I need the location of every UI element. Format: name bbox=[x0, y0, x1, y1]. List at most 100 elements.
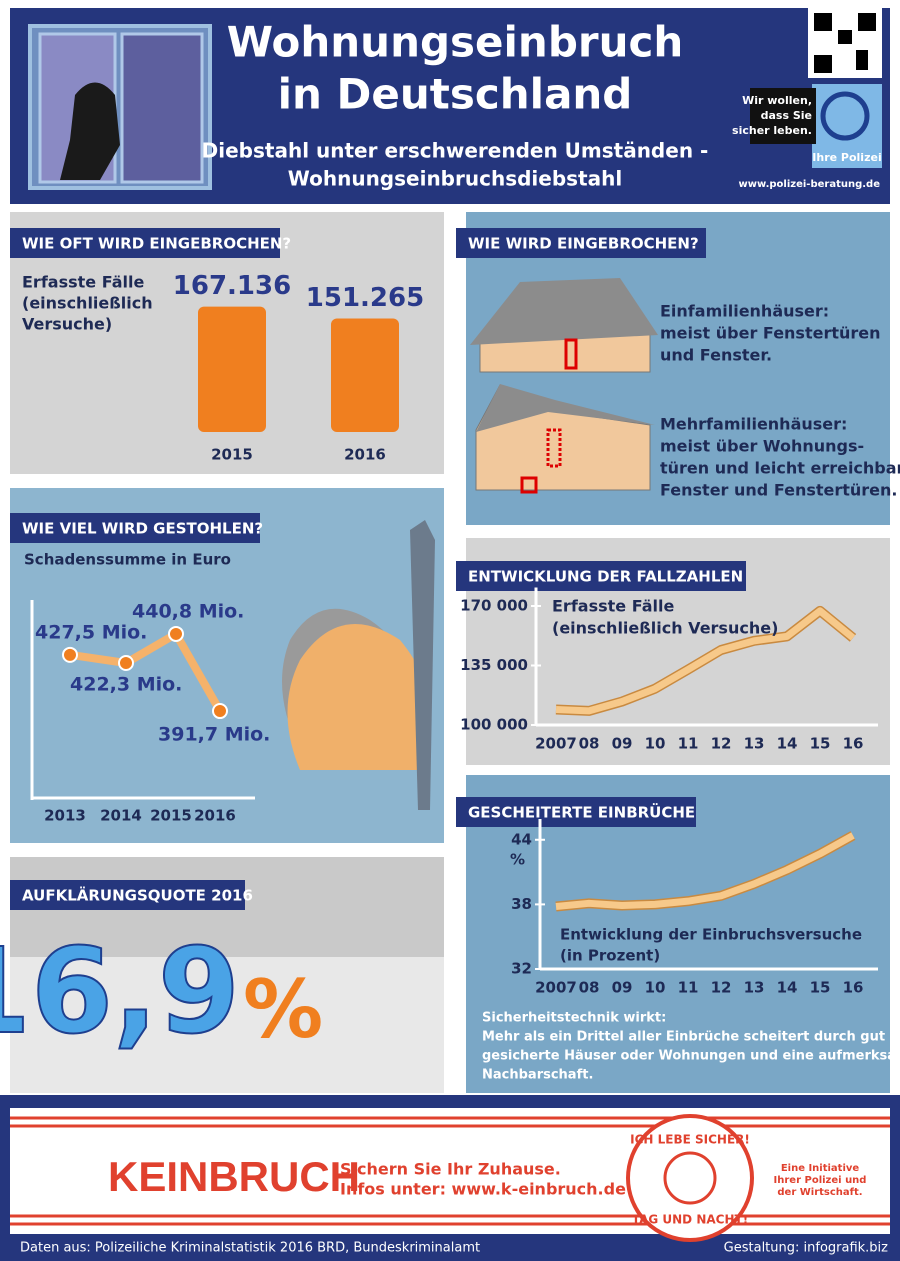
data-point bbox=[118, 654, 134, 671]
badge-label: Ihre Polizei bbox=[812, 151, 881, 164]
section-heading: WIE OFT WIRD EINGEBROCHEN? bbox=[22, 235, 291, 253]
item-text: und Fenster. bbox=[660, 346, 772, 365]
chart-subtitle: Schadenssumme in Euro bbox=[24, 551, 231, 569]
x-tick-label: 2007 bbox=[535, 979, 577, 997]
data-line bbox=[555, 607, 856, 715]
footer-stripes bbox=[10, 1116, 890, 1226]
x-tick-label: 08 bbox=[579, 735, 600, 753]
note: Nachbarschaft. bbox=[482, 1068, 593, 1083]
badge-text: Wir wollen, bbox=[742, 94, 812, 107]
title: in Deutschland bbox=[278, 70, 633, 119]
data-point bbox=[62, 646, 78, 663]
section-heading: WIE VIEL WIRD GESTOHLEN? bbox=[22, 520, 263, 538]
item-title: Mehrfamilienhäuser: bbox=[660, 415, 847, 434]
window-illustration bbox=[28, 24, 212, 190]
x-tick-label: 15 bbox=[810, 979, 831, 997]
section-heading: WIE WIRD EINGEBROCHEN? bbox=[468, 235, 699, 253]
seal-text: TAG UND NACHT! bbox=[632, 1213, 748, 1227]
x-tick-label: 16 bbox=[843, 979, 864, 997]
panel-failed bbox=[466, 775, 890, 1093]
initiative: Ihrer Polizei und bbox=[774, 1175, 867, 1186]
x-tick-label: 13 bbox=[744, 979, 765, 997]
heading-banner bbox=[456, 561, 746, 591]
heading-banner bbox=[456, 228, 706, 258]
note: gesicherte Häuser oder Wohnungen und ein… bbox=[482, 1049, 900, 1064]
section-heading: GESCHEITERTE EINBRÜCHE bbox=[468, 803, 695, 822]
x-tick-label: 15 bbox=[810, 735, 831, 753]
tagline: Infos unter: www.k-einbruch.de bbox=[340, 1180, 626, 1199]
seal-text: ICH LEBE SICHER! bbox=[630, 1133, 750, 1147]
qr-code bbox=[808, 8, 882, 78]
credit: Gestaltung: infografik.biz bbox=[724, 1241, 889, 1256]
loot-illustration bbox=[282, 520, 435, 810]
y-tick-label: 32 bbox=[511, 960, 532, 978]
chart-label: Erfasste Fälle bbox=[552, 597, 674, 616]
header-url: www.polizei-beratung.de bbox=[739, 179, 881, 190]
x-tick-label: 13 bbox=[744, 735, 765, 753]
chart-label: (in Prozent) bbox=[560, 947, 660, 965]
badge-text: sicher leben. bbox=[732, 124, 812, 137]
chart-label: (einschließlich Versuche) bbox=[552, 619, 778, 638]
x-tick-label: 12 bbox=[711, 979, 732, 997]
x-tick-label: 2016 bbox=[344, 446, 386, 464]
x-tick-label: 10 bbox=[645, 979, 666, 997]
item-text: meist über Fenstertüren bbox=[660, 324, 881, 343]
heading-banner bbox=[10, 513, 260, 543]
value-label: 427,5 Mio. bbox=[35, 621, 147, 643]
y-tick-label: 135 000 bbox=[460, 656, 528, 674]
chart-label: Entwicklung der Einbruchsversuche bbox=[560, 926, 862, 944]
value-label: 440,8 Mio. bbox=[132, 600, 244, 622]
x-tick-label: 2007 bbox=[535, 735, 577, 753]
x-tick-label: 12 bbox=[711, 735, 732, 753]
y-tick-label: 100 000 bbox=[460, 716, 528, 734]
heading-banner bbox=[10, 228, 280, 258]
data-point bbox=[212, 703, 228, 720]
value-label: 391,7 Mio. bbox=[158, 724, 270, 746]
chart-label: Versuche) bbox=[22, 315, 112, 334]
initiative: Eine Initiative bbox=[781, 1163, 860, 1174]
x-tick-label: 2015 bbox=[150, 807, 192, 825]
x-tick-label: 11 bbox=[678, 735, 699, 753]
value-label: 422,3 Mio. bbox=[70, 673, 182, 695]
tagline: Sichern Sie Ihr Zuhause. bbox=[340, 1160, 561, 1179]
note: Sicherheitstechnik wirkt: bbox=[482, 1011, 666, 1026]
note: Mehr als ein Drittel aller Einbrüche sch… bbox=[482, 1030, 885, 1045]
x-tick-label: 10 bbox=[645, 735, 666, 753]
x-tick-label: 09 bbox=[612, 979, 633, 997]
unit-label: % bbox=[510, 851, 525, 869]
x-tick-label: 11 bbox=[678, 979, 699, 997]
chart-label: (einschließlich bbox=[22, 294, 153, 313]
value-label: 151.265 bbox=[306, 283, 424, 313]
item-title: Einfamilienhäuser: bbox=[660, 302, 829, 321]
bar bbox=[198, 306, 266, 432]
heading-banner bbox=[10, 880, 245, 910]
subtitle: Diebstahl unter erschwerenden Umständen … bbox=[202, 139, 709, 163]
bar bbox=[331, 318, 399, 432]
y-tick-label: 38 bbox=[511, 895, 532, 913]
house-illustrations bbox=[470, 278, 658, 494]
section-heading: AUFKLÄRUNGSQUOTE 2016 bbox=[22, 886, 253, 905]
x-tick-label: 14 bbox=[777, 979, 798, 997]
data-point bbox=[168, 625, 184, 642]
x-tick-label: 09 bbox=[612, 735, 633, 753]
seal-sun bbox=[663, 1151, 717, 1205]
badge-text: dass Sie bbox=[761, 109, 812, 122]
big-unit: % bbox=[243, 963, 323, 1056]
chart-label: Erfasste Fälle bbox=[22, 273, 144, 292]
x-tick-label: 2015 bbox=[211, 446, 253, 464]
heading-banner bbox=[456, 797, 696, 827]
item-text: Fenster und Fenstertüren. bbox=[660, 481, 898, 500]
data-line bbox=[555, 832, 855, 911]
damage-line bbox=[69, 629, 224, 714]
x-tick-label: 14 bbox=[777, 735, 798, 753]
initiative: der Wirtschaft. bbox=[777, 1187, 862, 1198]
item-text: türen und leicht erreichbare bbox=[660, 459, 900, 478]
item-text: meist über Wohnungs- bbox=[660, 437, 864, 456]
x-tick-label: 2014 bbox=[100, 807, 142, 825]
police-star bbox=[820, 91, 870, 141]
x-tick-label: 2013 bbox=[44, 807, 86, 825]
source: Daten aus: Polizeiliche Kriminalstatisti… bbox=[20, 1241, 480, 1256]
badge-box bbox=[750, 88, 816, 144]
